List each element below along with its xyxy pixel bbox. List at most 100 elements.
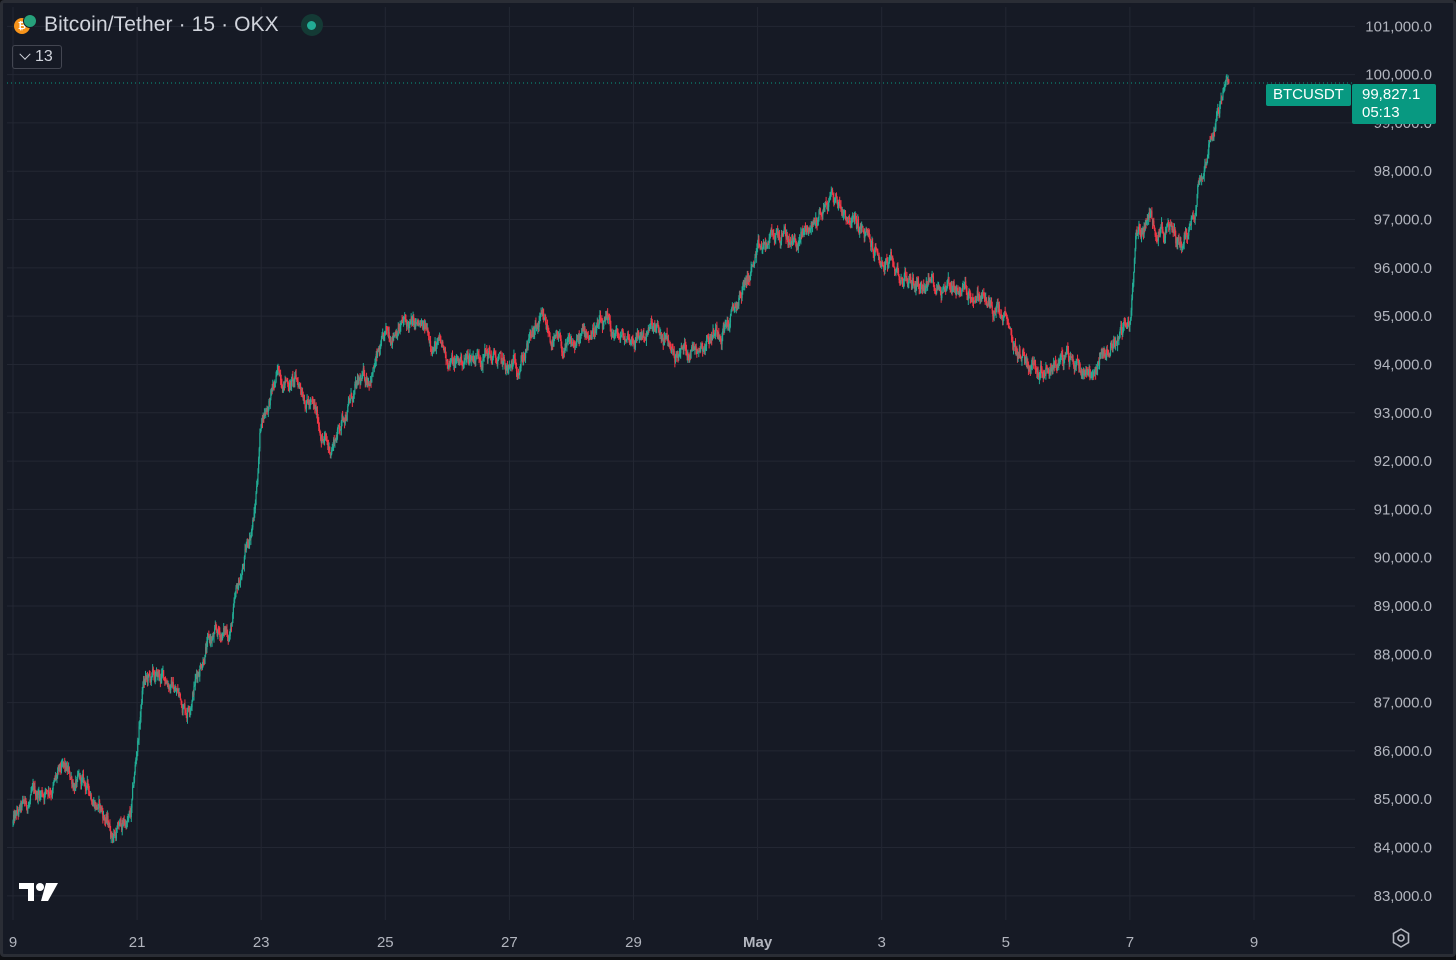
candle-body [186,715,188,719]
candle-body [581,328,584,330]
price-axis[interactable]: 83,000.084,000.085,000.086,000.087,000.0… [1365,18,1432,905]
candle-body [145,676,147,678]
candle-body [314,403,316,410]
candle-body [643,337,646,339]
candle-body [841,211,843,213]
candle-body [1204,164,1206,171]
candle-body [1201,177,1203,179]
candle-body [203,662,205,664]
candle-body [481,364,483,366]
symbol-title[interactable]: Bitcoin/Tether · 15 · OKX [44,13,279,36]
candle-body [928,279,931,282]
candle-body [1199,179,1201,181]
candle-body [805,229,807,231]
candle-body [464,358,467,360]
candle-body [80,775,82,784]
candle-body [910,280,913,285]
time-axis[interactable]: 9 21 23 25 27 29 May 3 5 7 9 [9,934,1258,951]
candle-body [422,326,425,330]
candle-body [844,210,847,217]
candle-body [491,360,493,362]
candle-body [254,504,256,509]
candle-body [170,684,172,691]
candle-body [629,338,631,344]
candle-body [51,794,53,796]
candle-body [334,439,336,445]
candle-body [1144,227,1146,229]
candle-body [715,325,717,329]
candle-body [679,353,681,355]
candle-body [368,382,370,386]
candle-body [16,810,18,816]
candle-body [790,242,792,246]
market-open-icon[interactable] [300,14,323,36]
tradingview-logo-icon[interactable] [18,880,60,904]
candle-body [550,343,553,347]
candle-body [1065,348,1068,353]
candle-body [694,346,696,350]
settings-icon[interactable] [1390,927,1412,949]
candle-body [1045,367,1047,376]
candle-body [689,355,691,358]
candle-body [658,326,660,332]
candle-body [858,227,860,234]
candle-body [820,213,822,215]
candle-body [271,388,273,391]
candle-body [1115,341,1117,343]
candle-body [1130,310,1132,319]
candle-body [849,220,851,223]
candle-body [1049,368,1051,377]
candle-body [65,763,67,770]
candle-body [1063,359,1065,365]
candle-body [669,342,671,344]
candle-body [336,437,338,442]
last-price-value: 99,827.1 [1362,86,1421,103]
candle-body [298,384,300,386]
candle-body [328,446,330,449]
candle-body [179,693,182,700]
candle-body [576,337,578,340]
candle-body [1071,355,1073,358]
candle-body [938,285,940,290]
candle-body [722,325,724,332]
candle-body [912,277,914,284]
symbol-header[interactable]: ₿ Bitcoin/Tether · 15 · OKX [14,10,323,40]
candle-body [746,279,748,283]
candle-body [898,275,900,281]
candle-body [1126,326,1128,329]
candle-body [435,346,437,350]
candle-body [757,238,759,244]
candle-body [691,345,693,348]
candle-body [315,407,317,414]
candle-body [379,347,381,355]
candle-body [752,261,754,266]
candle-body [749,273,752,281]
price-chart[interactable]: 83,000.084,000.085,000.086,000.087,000.0… [3,3,1456,960]
candle-body [357,377,359,381]
candle-body [823,207,825,212]
candle-body [288,387,290,392]
candle-body [311,400,313,402]
candle-body [724,324,726,331]
candle-body [457,357,459,361]
candle-body [248,543,250,546]
candle-body [718,333,720,337]
candle-body [137,740,139,752]
candle-body [687,354,689,358]
candle-body [250,530,253,536]
candle-body [433,345,436,351]
indicators-toggle-button[interactable]: 13 [12,45,62,69]
candle-body [705,339,708,347]
candle-body [1069,356,1072,360]
candle-body [879,261,882,267]
candle-body [565,343,567,347]
candle-body [1087,369,1089,375]
candle-body [920,283,922,287]
candle-body [1101,348,1103,355]
candle-body [875,246,877,250]
candle-body [489,352,491,358]
candle-body [312,400,314,402]
candle-body [359,377,361,384]
candle-body [18,805,21,810]
candle-body [204,654,206,664]
